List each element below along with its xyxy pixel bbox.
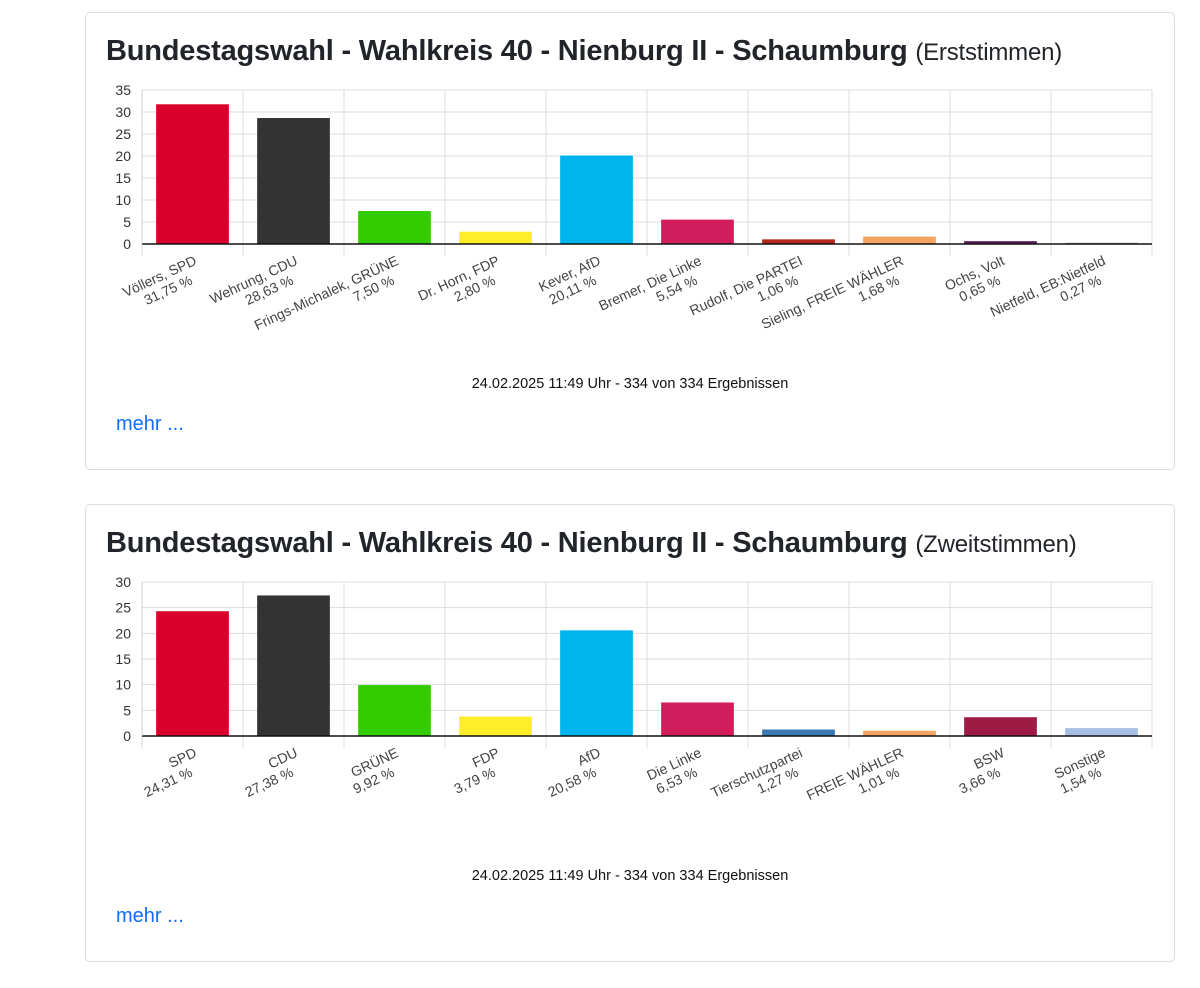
bar-10	[1065, 728, 1138, 736]
bar-9	[964, 241, 1037, 244]
y-tick-label: 15	[115, 651, 131, 667]
y-tick-label: 10	[115, 677, 131, 693]
bar-1	[156, 611, 229, 736]
bar-4	[459, 231, 532, 244]
bar-9	[964, 717, 1037, 736]
y-tick-label: 15	[115, 170, 131, 186]
y-tick-label: 30	[115, 574, 131, 590]
y-tick-label: 20	[115, 625, 131, 641]
y-tick-label: 35	[115, 82, 131, 98]
bar-8	[863, 730, 936, 736]
y-tick-label: 25	[115, 600, 131, 616]
chart-title-sub: (Zweitstimmen)	[915, 531, 1077, 558]
chart-title: Bundestagswahl - Wahlkreis 40 - Nienburg…	[106, 35, 1062, 68]
x-tick-value-label: 20,58 %	[545, 764, 598, 800]
y-tick-label: 5	[123, 214, 131, 230]
y-tick-label: 0	[123, 236, 131, 252]
y-tick-label: 30	[115, 104, 131, 120]
chart-footer-timestamp: 24.02.2025 11:49 Uhr - 334 von 334 Ergeb…	[471, 868, 789, 884]
bar-7	[762, 729, 835, 736]
y-tick-label: 0	[123, 728, 131, 744]
more-link[interactable]: mehr ...	[116, 905, 184, 927]
x-tick-value-label: 27,38 %	[242, 764, 295, 800]
bar-3	[358, 685, 431, 736]
bar-8	[863, 236, 936, 244]
more-link[interactable]: mehr ...	[116, 413, 184, 435]
chart-title: Bundestagswahl - Wahlkreis 40 - Nienburg…	[106, 527, 1077, 560]
chart-card-erststimmen: Bundestagswahl - Wahlkreis 40 - Nienburg…	[85, 12, 1175, 470]
bar-2	[257, 595, 330, 736]
bar-5	[560, 630, 633, 736]
chart-title-main: Bundestagswahl - Wahlkreis 40 - Nienburg…	[106, 35, 908, 67]
x-tick-value-label: 24,31 %	[141, 764, 194, 800]
y-tick-label: 25	[115, 126, 131, 142]
bar-7	[762, 239, 835, 244]
bar-3	[358, 211, 431, 244]
y-tick-label: 20	[115, 148, 131, 164]
y-tick-label: 5	[123, 702, 131, 718]
chart-footer-timestamp: 24.02.2025 11:49 Uhr - 334 von 334 Ergeb…	[471, 376, 789, 392]
bar-6	[661, 702, 734, 736]
chart-title-sub: (Erststimmen)	[915, 39, 1063, 66]
bar-4	[459, 716, 532, 736]
bar-6	[661, 219, 734, 244]
y-tick-label: 10	[115, 192, 131, 208]
bar-5	[560, 155, 633, 244]
bar-1	[156, 104, 229, 244]
bar-2	[257, 118, 330, 244]
chart-card-zweitstimmen: Bundestagswahl - Wahlkreis 40 - Nienburg…	[85, 504, 1175, 962]
chart-title-main: Bundestagswahl - Wahlkreis 40 - Nienburg…	[106, 527, 908, 559]
